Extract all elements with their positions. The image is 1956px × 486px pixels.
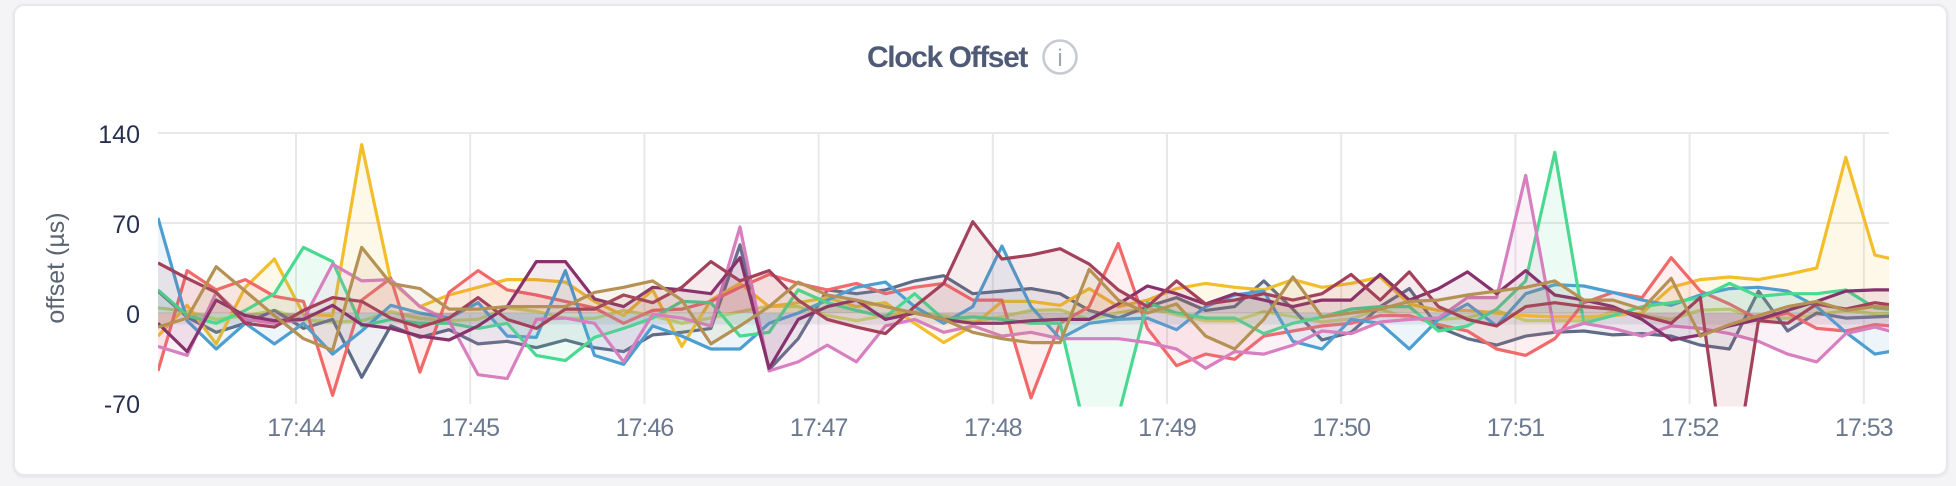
svg-text:17:52: 17:52 xyxy=(1661,414,1719,442)
svg-text:-70: -70 xyxy=(104,391,140,419)
svg-text:offset (µs): offset (µs) xyxy=(42,212,70,323)
svg-text:17:51: 17:51 xyxy=(1487,414,1545,442)
svg-text:17:50: 17:50 xyxy=(1312,414,1370,442)
svg-text:70: 70 xyxy=(112,211,140,239)
svg-text:140: 140 xyxy=(98,121,140,149)
svg-text:Clock Offset: Clock Offset xyxy=(867,41,1028,74)
svg-text:17:47: 17:47 xyxy=(790,414,848,442)
svg-text:0: 0 xyxy=(126,301,140,329)
svg-text:17:48: 17:48 xyxy=(964,414,1022,442)
svg-text:i: i xyxy=(1057,45,1062,72)
svg-text:17:53: 17:53 xyxy=(1835,414,1893,442)
svg-text:17:45: 17:45 xyxy=(441,414,499,442)
svg-text:17:49: 17:49 xyxy=(1138,414,1196,442)
svg-text:17:46: 17:46 xyxy=(616,414,674,442)
svg-text:17:44: 17:44 xyxy=(267,414,326,442)
